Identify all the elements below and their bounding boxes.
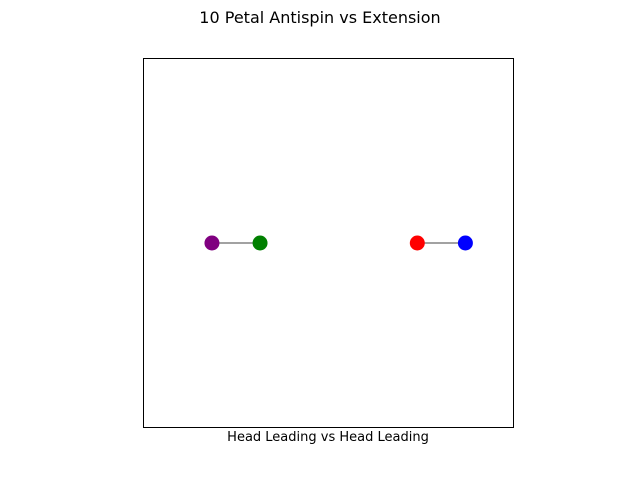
points-layer	[204, 235, 473, 251]
x-axis-label: Head Leading vs Head Leading	[227, 430, 429, 445]
data-point-3	[457, 235, 473, 251]
data-point-2	[409, 235, 425, 251]
chart-title: 10 Petal Antispin vs Extension	[199, 8, 441, 27]
data-point-0	[204, 235, 220, 251]
data-point-1	[252, 235, 268, 251]
